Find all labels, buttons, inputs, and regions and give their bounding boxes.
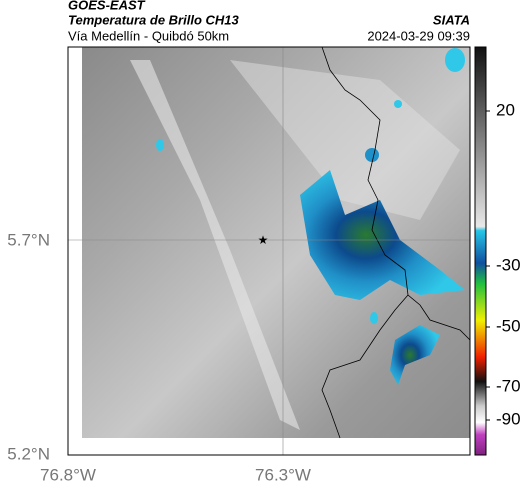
map: ★ (67, 46, 471, 456)
cold-cloud (370, 312, 378, 324)
cold-cloud (300, 170, 465, 300)
colorbar-label: -30 (496, 255, 521, 274)
cold-cloud (445, 48, 465, 72)
colorbar-label: -50 (496, 316, 521, 335)
lon-label: 76.8°W (40, 465, 96, 484)
cloud-streak (130, 60, 300, 430)
subtitle: Vía Medellín - Quibdó 50km (68, 28, 229, 43)
satellite: GOES-EAST (68, 0, 146, 12)
lat-label: 5.2°N (7, 444, 50, 463)
lon-label: 76.3°W (255, 465, 311, 484)
colorbar: 20 -30 -50 -70 -90 (474, 46, 521, 456)
colorbar-label: -70 (496, 376, 521, 395)
colorbar-scale (474, 46, 487, 456)
source: SIATA (433, 12, 470, 27)
border (321, 294, 409, 439)
cold-cloud (365, 148, 379, 162)
cold-cloud (390, 325, 440, 385)
colorbar-label: -90 (496, 409, 521, 428)
location-star: ★ (258, 233, 269, 247)
lat-label: 5.7°N (7, 230, 50, 249)
cloud-streak (230, 60, 460, 220)
map-frame (67, 46, 471, 456)
cold-cloud (394, 100, 402, 108)
colorbar-label: 20 (496, 100, 515, 119)
border (321, 46, 471, 341)
timestamp: 2024-03-29 09:39 (367, 28, 470, 43)
title: Temperatura de Brillo CH13 (68, 12, 240, 27)
cold-cloud (156, 139, 164, 151)
